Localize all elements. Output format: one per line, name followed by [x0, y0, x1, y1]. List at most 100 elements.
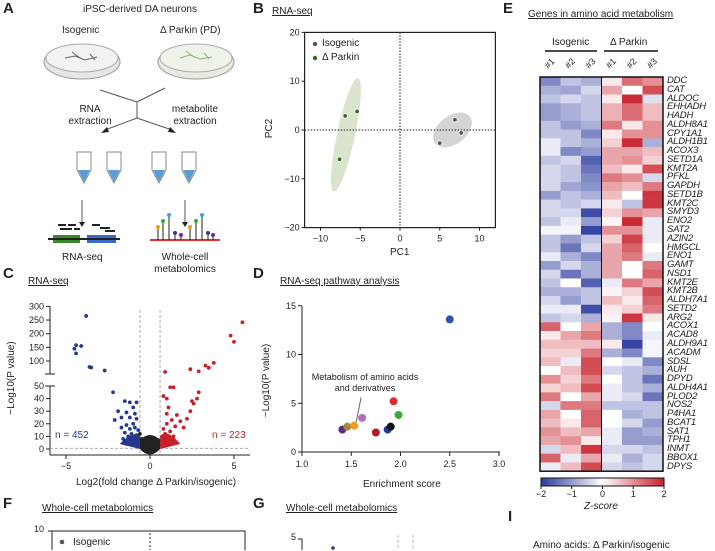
heatmap-cell	[560, 173, 582, 183]
gene-label: CAT	[667, 83, 685, 95]
heatmap-cell	[601, 313, 623, 323]
heatmap-cell	[622, 453, 643, 463]
up-gene-point	[171, 385, 176, 390]
colorbar-tick-label: 1	[631, 489, 636, 499]
gene-label: SETD2	[667, 302, 697, 314]
heatmap-cell	[622, 103, 643, 113]
gene-label: DDC	[667, 75, 687, 86]
parkin-dish-icon	[157, 43, 235, 80]
heatmap-cell	[622, 444, 643, 454]
down-gene-point	[119, 415, 124, 420]
heatmap-cell	[622, 164, 643, 174]
heatmap-cell	[560, 234, 582, 244]
heatmap-cell	[622, 348, 643, 358]
gene-label: ALDH7A1	[667, 294, 708, 306]
heatmap-cell	[642, 112, 664, 122]
parkin-label: Δ Parkin (PD)	[160, 25, 221, 36]
parkin-ellipse	[331, 78, 361, 192]
heatmap-cell	[581, 77, 602, 87]
heatmap-cell	[540, 138, 561, 148]
heatmap-title: Genes in amino acid metabolism	[528, 9, 674, 20]
heatmap-cell	[560, 269, 582, 279]
ns-gene-point	[156, 443, 161, 448]
down-gene-point	[127, 415, 132, 420]
panel-label-b: B	[253, 0, 264, 17]
pathway-x-label: Enrichment score	[363, 479, 441, 490]
heatmap-cell	[642, 462, 664, 472]
heatmap-cell	[581, 418, 602, 428]
gene-label: HADH	[667, 110, 694, 122]
f-legend-isogenic: Isogenic	[73, 537, 111, 548]
down-gene-point	[127, 400, 132, 405]
heatmap-cell	[560, 252, 582, 262]
heatmap-cell	[622, 409, 643, 419]
colorbar-label: Z-score	[584, 501, 618, 512]
heatmap-cell	[642, 427, 664, 437]
heatmap-cell	[642, 383, 664, 393]
heatmap-cell	[581, 392, 602, 402]
panel-label-a: A	[3, 0, 14, 17]
branch-arrows	[81, 87, 186, 222]
pathway-point	[386, 422, 395, 431]
heatmap-cell	[560, 190, 582, 200]
pca-point	[336, 156, 343, 162]
heatmap-cell	[622, 182, 643, 192]
heatmap-cell	[642, 94, 664, 104]
gene-label: PFKL	[667, 171, 690, 183]
heatmap-cell	[581, 155, 602, 165]
heatmap-cell	[540, 278, 561, 288]
gene-label: ALDH4A1	[667, 381, 708, 393]
heatmap-cell	[540, 392, 561, 402]
up-gene-point	[168, 429, 173, 434]
gene-label: SDSL	[667, 355, 692, 367]
down-gene-point	[89, 365, 94, 370]
heatmap-cell	[601, 129, 623, 139]
x-tick-label: 2.5	[443, 459, 456, 469]
heatmap-cell	[540, 313, 561, 323]
heatmap-cell	[601, 444, 623, 454]
pathway-point	[343, 422, 352, 431]
up-gene-point	[159, 443, 164, 448]
up-gene-point	[173, 424, 178, 429]
heatmap-cell	[642, 392, 664, 402]
heatmap-cell	[581, 138, 602, 148]
heatmap-cell	[601, 208, 623, 218]
heatmap-cell	[601, 85, 623, 95]
colorbar-tick-label: 2	[661, 489, 666, 499]
down-gene-point	[84, 314, 89, 318]
heatmap-cell	[622, 190, 643, 200]
heatmap-cell	[622, 331, 643, 341]
rna-seq-reads-icon	[48, 224, 120, 243]
heatmap-cell	[622, 155, 643, 165]
heatmap-cell	[601, 357, 623, 367]
x-tick-label: 1.5	[345, 459, 358, 469]
heatmap-cell	[601, 418, 623, 428]
heatmap-cell	[622, 296, 643, 306]
heatmap-cell	[560, 112, 582, 122]
up-count: n = 223	[212, 430, 246, 441]
up-gene-point	[164, 442, 169, 446]
pathway-point	[389, 397, 398, 406]
heatmap-cell	[601, 287, 623, 297]
down-gene-point	[124, 410, 129, 415]
heatmap-cell	[540, 357, 561, 367]
x-tick-label: 0	[397, 234, 402, 244]
heatmap-cell	[601, 190, 623, 200]
legend-marker	[312, 55, 318, 61]
y-tick-label: 20	[290, 27, 300, 37]
group-isogenic: Isogenic	[552, 37, 590, 48]
heatmap-cell	[642, 278, 664, 288]
up-gene-point	[178, 419, 183, 424]
heatmap-cell	[560, 278, 582, 288]
heatmap-cell	[540, 462, 561, 472]
y-tick-label: 100	[29, 356, 44, 366]
heatmap-cell	[560, 208, 582, 218]
up-gene-point	[240, 320, 245, 325]
x-tick-label: 5	[231, 461, 236, 471]
heatmap-cell	[560, 155, 582, 165]
heatmap-cell	[560, 225, 582, 235]
heatmap-cell	[622, 278, 643, 288]
heatmap-cell	[642, 331, 664, 341]
heatmap-cell	[601, 322, 623, 332]
